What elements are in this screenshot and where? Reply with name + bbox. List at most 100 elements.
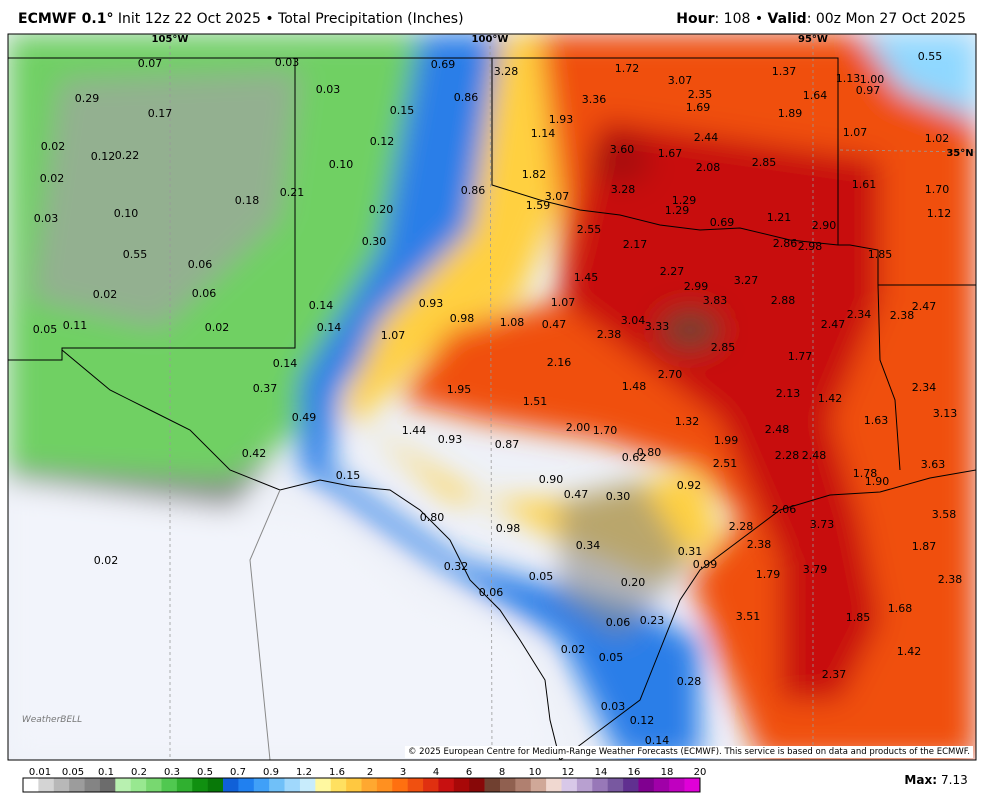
map-value: 2.16: [547, 356, 572, 369]
map-value: 2.90: [812, 219, 837, 232]
legend-cell: [469, 778, 485, 792]
legend-cell: [376, 778, 393, 792]
map-value: 2.85: [752, 156, 777, 169]
map-value: 1.08: [500, 316, 525, 329]
legend-label: 0.7: [230, 767, 246, 778]
legend-cell: [515, 778, 532, 792]
legend-cell: [192, 778, 208, 792]
map-value: 0.14: [645, 734, 670, 747]
map-value: 2.35: [688, 88, 713, 101]
map-value: 2.51: [713, 457, 738, 470]
legend-cell: [592, 778, 608, 792]
map-value: 2.70: [658, 368, 683, 381]
map-value: 2.13: [776, 387, 801, 400]
legend-cell: [253, 778, 270, 792]
legend-cell: [69, 778, 85, 792]
map-value: 1.42: [897, 645, 922, 658]
legend-cell: [130, 778, 147, 792]
map-value: 0.30: [606, 490, 631, 503]
map-value: 0.21: [280, 186, 305, 199]
hour-label: Hour: [676, 11, 715, 27]
legend-label: 1.2: [296, 767, 312, 778]
map-value: 0.07: [138, 57, 163, 70]
legend-label: 10: [529, 767, 542, 778]
map-value: 0.06: [479, 586, 504, 599]
map-value: 3.28: [611, 183, 636, 196]
map-value: 0.15: [390, 104, 415, 117]
legend-cell: [53, 778, 70, 792]
map-value: 2.48: [802, 449, 827, 462]
legend-cell: [607, 778, 624, 792]
valid: : 00z Mon 27 Oct 2025: [806, 11, 966, 27]
map-value: 0.10: [114, 207, 139, 220]
map-value: 0.34: [576, 539, 601, 552]
map-value: 1.67: [658, 147, 683, 160]
legend-label: 6: [466, 767, 472, 778]
map-value: 1.12: [927, 207, 952, 220]
map-value: 2.38: [890, 309, 915, 322]
legend-cell: [223, 778, 239, 792]
map-value: 0.62: [622, 451, 647, 464]
map-value: 2.37: [822, 668, 847, 681]
model: ECMWF 0.1°: [18, 11, 114, 27]
map-value: 3.07: [545, 190, 570, 203]
map-value: 1.32: [675, 415, 700, 428]
map-value: 0.12: [630, 714, 655, 727]
legend-label: 20: [694, 767, 707, 778]
header-right: Hour: 108 • Valid: 00z Mon 27 Oct 2025: [676, 11, 966, 27]
legend-cell: [99, 778, 116, 792]
legend-cell: [361, 778, 378, 792]
map-value: 2.06: [772, 503, 797, 516]
map-value: 1.90: [865, 475, 890, 488]
map-value: 2.34: [912, 381, 937, 394]
map-value: 0.15: [336, 469, 361, 482]
map-value: 2.00: [566, 421, 591, 434]
legend-label: 0.05: [62, 767, 84, 778]
map-value: 1.00: [860, 73, 885, 86]
map-value: 2.47: [912, 300, 937, 313]
grid-label: 105°W: [152, 34, 189, 45]
map-value: 2.44: [694, 131, 719, 144]
map-value: 0.03: [34, 212, 59, 225]
map-value: 0.06: [606, 616, 631, 629]
legend-cell: [392, 778, 408, 792]
init: Init 12z 22 Oct 2025 • Total Precipitati…: [117, 11, 464, 27]
map-value: 1.29: [672, 194, 697, 207]
grid-label: 35°N: [946, 148, 973, 159]
map-value: 3.33: [645, 320, 670, 333]
legend-cell: [576, 778, 593, 792]
map-value: 1.42: [818, 392, 843, 405]
map-value: 1.02: [925, 132, 950, 145]
map-value: 3.83: [703, 294, 728, 307]
map-value: 2.99: [684, 280, 709, 293]
map-value: 0.02: [94, 554, 119, 567]
map-value: 1.79: [756, 568, 781, 581]
legend-cell: [530, 778, 547, 792]
map-value: 2.38: [597, 328, 622, 341]
legend-label: 18: [661, 767, 674, 778]
map-value: 2.34: [847, 308, 872, 321]
legend-cell: [669, 778, 685, 792]
map-value: 0.05: [33, 323, 58, 336]
legend-cell: [653, 778, 670, 792]
map-value: 0.22: [115, 149, 140, 162]
map-value: 3.58: [932, 508, 957, 521]
map-value: 1.64: [803, 89, 828, 102]
map-value: 1.99: [714, 434, 739, 447]
legend-cell: [561, 778, 578, 792]
map-value: 0.12: [370, 135, 395, 148]
map-value: 0.02: [205, 321, 230, 334]
graticule: [169, 34, 976, 760]
map-value: 3.63: [921, 458, 946, 471]
max-label: Max:: [904, 773, 937, 787]
map-value: 2.28: [775, 449, 800, 462]
map-value: 2.17: [623, 238, 648, 251]
map-value: 3.04: [621, 314, 646, 327]
watermark: WeatherBELL: [22, 715, 82, 725]
legend-cell: [176, 778, 193, 792]
map-value: 3.51: [736, 610, 761, 623]
map-value: 1.07: [381, 329, 406, 342]
legend-cell: [284, 778, 301, 792]
